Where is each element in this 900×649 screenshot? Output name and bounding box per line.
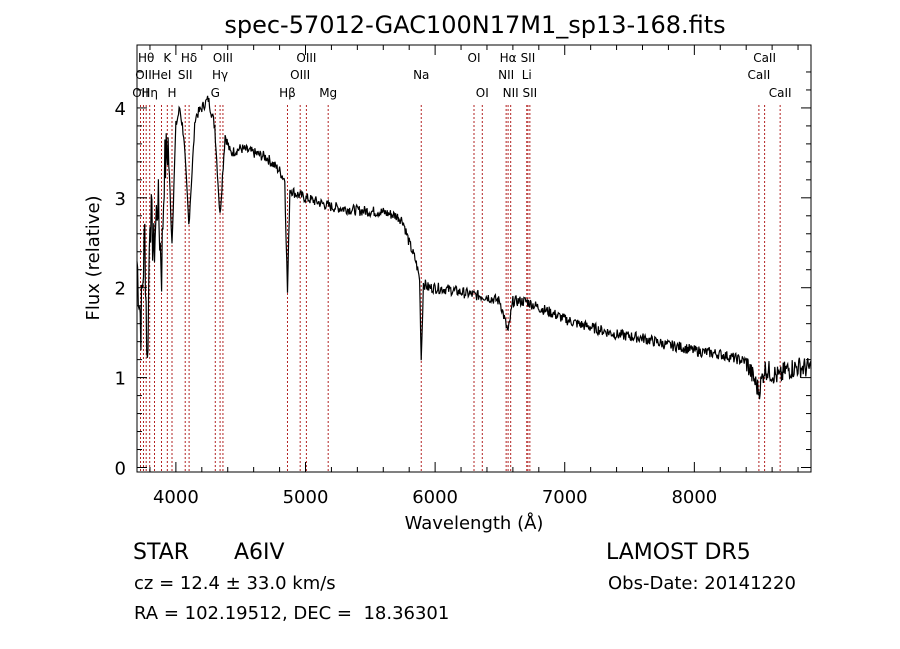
line-label: Mg bbox=[319, 86, 337, 100]
line-label: SII bbox=[521, 51, 536, 65]
y-tick-label: 2 bbox=[115, 279, 126, 300]
line-label: Hβ bbox=[279, 86, 296, 100]
x-tick-label: 4000 bbox=[153, 487, 199, 508]
x-tick-label: 8000 bbox=[671, 487, 717, 508]
line-label: Hδ bbox=[181, 51, 197, 65]
y-tick-label: 3 bbox=[115, 189, 126, 210]
line-label: Hα bbox=[500, 51, 517, 65]
spectrum-line bbox=[136, 95, 812, 400]
line-label: CaII bbox=[747, 68, 770, 82]
line-label: CaII bbox=[753, 51, 776, 65]
line-label: SII bbox=[178, 68, 193, 82]
y-tick-label: 0 bbox=[115, 459, 126, 480]
observation-date: Obs-Date: 20141220 bbox=[608, 573, 796, 594]
object-class: STAR bbox=[133, 540, 190, 565]
plot-frame bbox=[136, 44, 812, 473]
line-label: Hθ bbox=[138, 51, 154, 65]
line-label: NII bbox=[498, 68, 514, 82]
line-label: Na bbox=[413, 68, 429, 82]
survey-name: LAMOST DR5 bbox=[606, 540, 751, 565]
line-label: OIII bbox=[213, 51, 233, 65]
line-label: SII bbox=[523, 86, 538, 100]
line-label: H bbox=[167, 86, 176, 100]
y-axis-label: Flux (relative) bbox=[83, 195, 104, 320]
line-label: OI bbox=[468, 51, 481, 65]
x-tick-label: 7000 bbox=[542, 487, 588, 508]
line-label: K bbox=[163, 51, 172, 65]
spectral-line-labels: OIIOIIHθHηHeIKHSIIHδGHγOIIIHβOIIIOIIIMgN… bbox=[132, 51, 791, 100]
line-label: Hη bbox=[141, 86, 158, 100]
line-label: G bbox=[211, 86, 220, 100]
line-label: HeI bbox=[152, 68, 172, 82]
velocity-text: cz = 12.4 ± 33.0 km/s bbox=[134, 573, 336, 594]
x-tick-label: 6000 bbox=[412, 487, 458, 508]
line-label: Li bbox=[522, 68, 532, 82]
line-label: OII bbox=[135, 68, 152, 82]
line-label: OIII bbox=[296, 51, 316, 65]
line-label: CaII bbox=[769, 86, 792, 100]
y-tick-label: 4 bbox=[115, 99, 126, 120]
coordinates-text: RA = 102.19512, DEC = 18.36301 bbox=[134, 603, 450, 624]
x-axis-label: Wavelength (Å) bbox=[405, 512, 544, 534]
y-tick-label: 1 bbox=[115, 369, 126, 390]
y-axis-ticks: 0 1 2 3 4 bbox=[115, 71, 811, 480]
spectral-line-markers bbox=[139, 105, 781, 472]
line-label: Hγ bbox=[212, 68, 228, 82]
line-label: OIII bbox=[290, 68, 310, 82]
x-axis-ticks: 4000 5000 6000 7000 8000 bbox=[149, 45, 799, 508]
line-label: OI bbox=[476, 86, 489, 100]
object-subclass: A6IV bbox=[234, 540, 285, 565]
x-tick-label: 5000 bbox=[283, 487, 329, 508]
line-label: OII bbox=[132, 86, 149, 100]
chart-title: spec-57012-GAC100N17M1_sp13-168.fits bbox=[224, 11, 725, 39]
line-label: NII bbox=[503, 86, 519, 100]
